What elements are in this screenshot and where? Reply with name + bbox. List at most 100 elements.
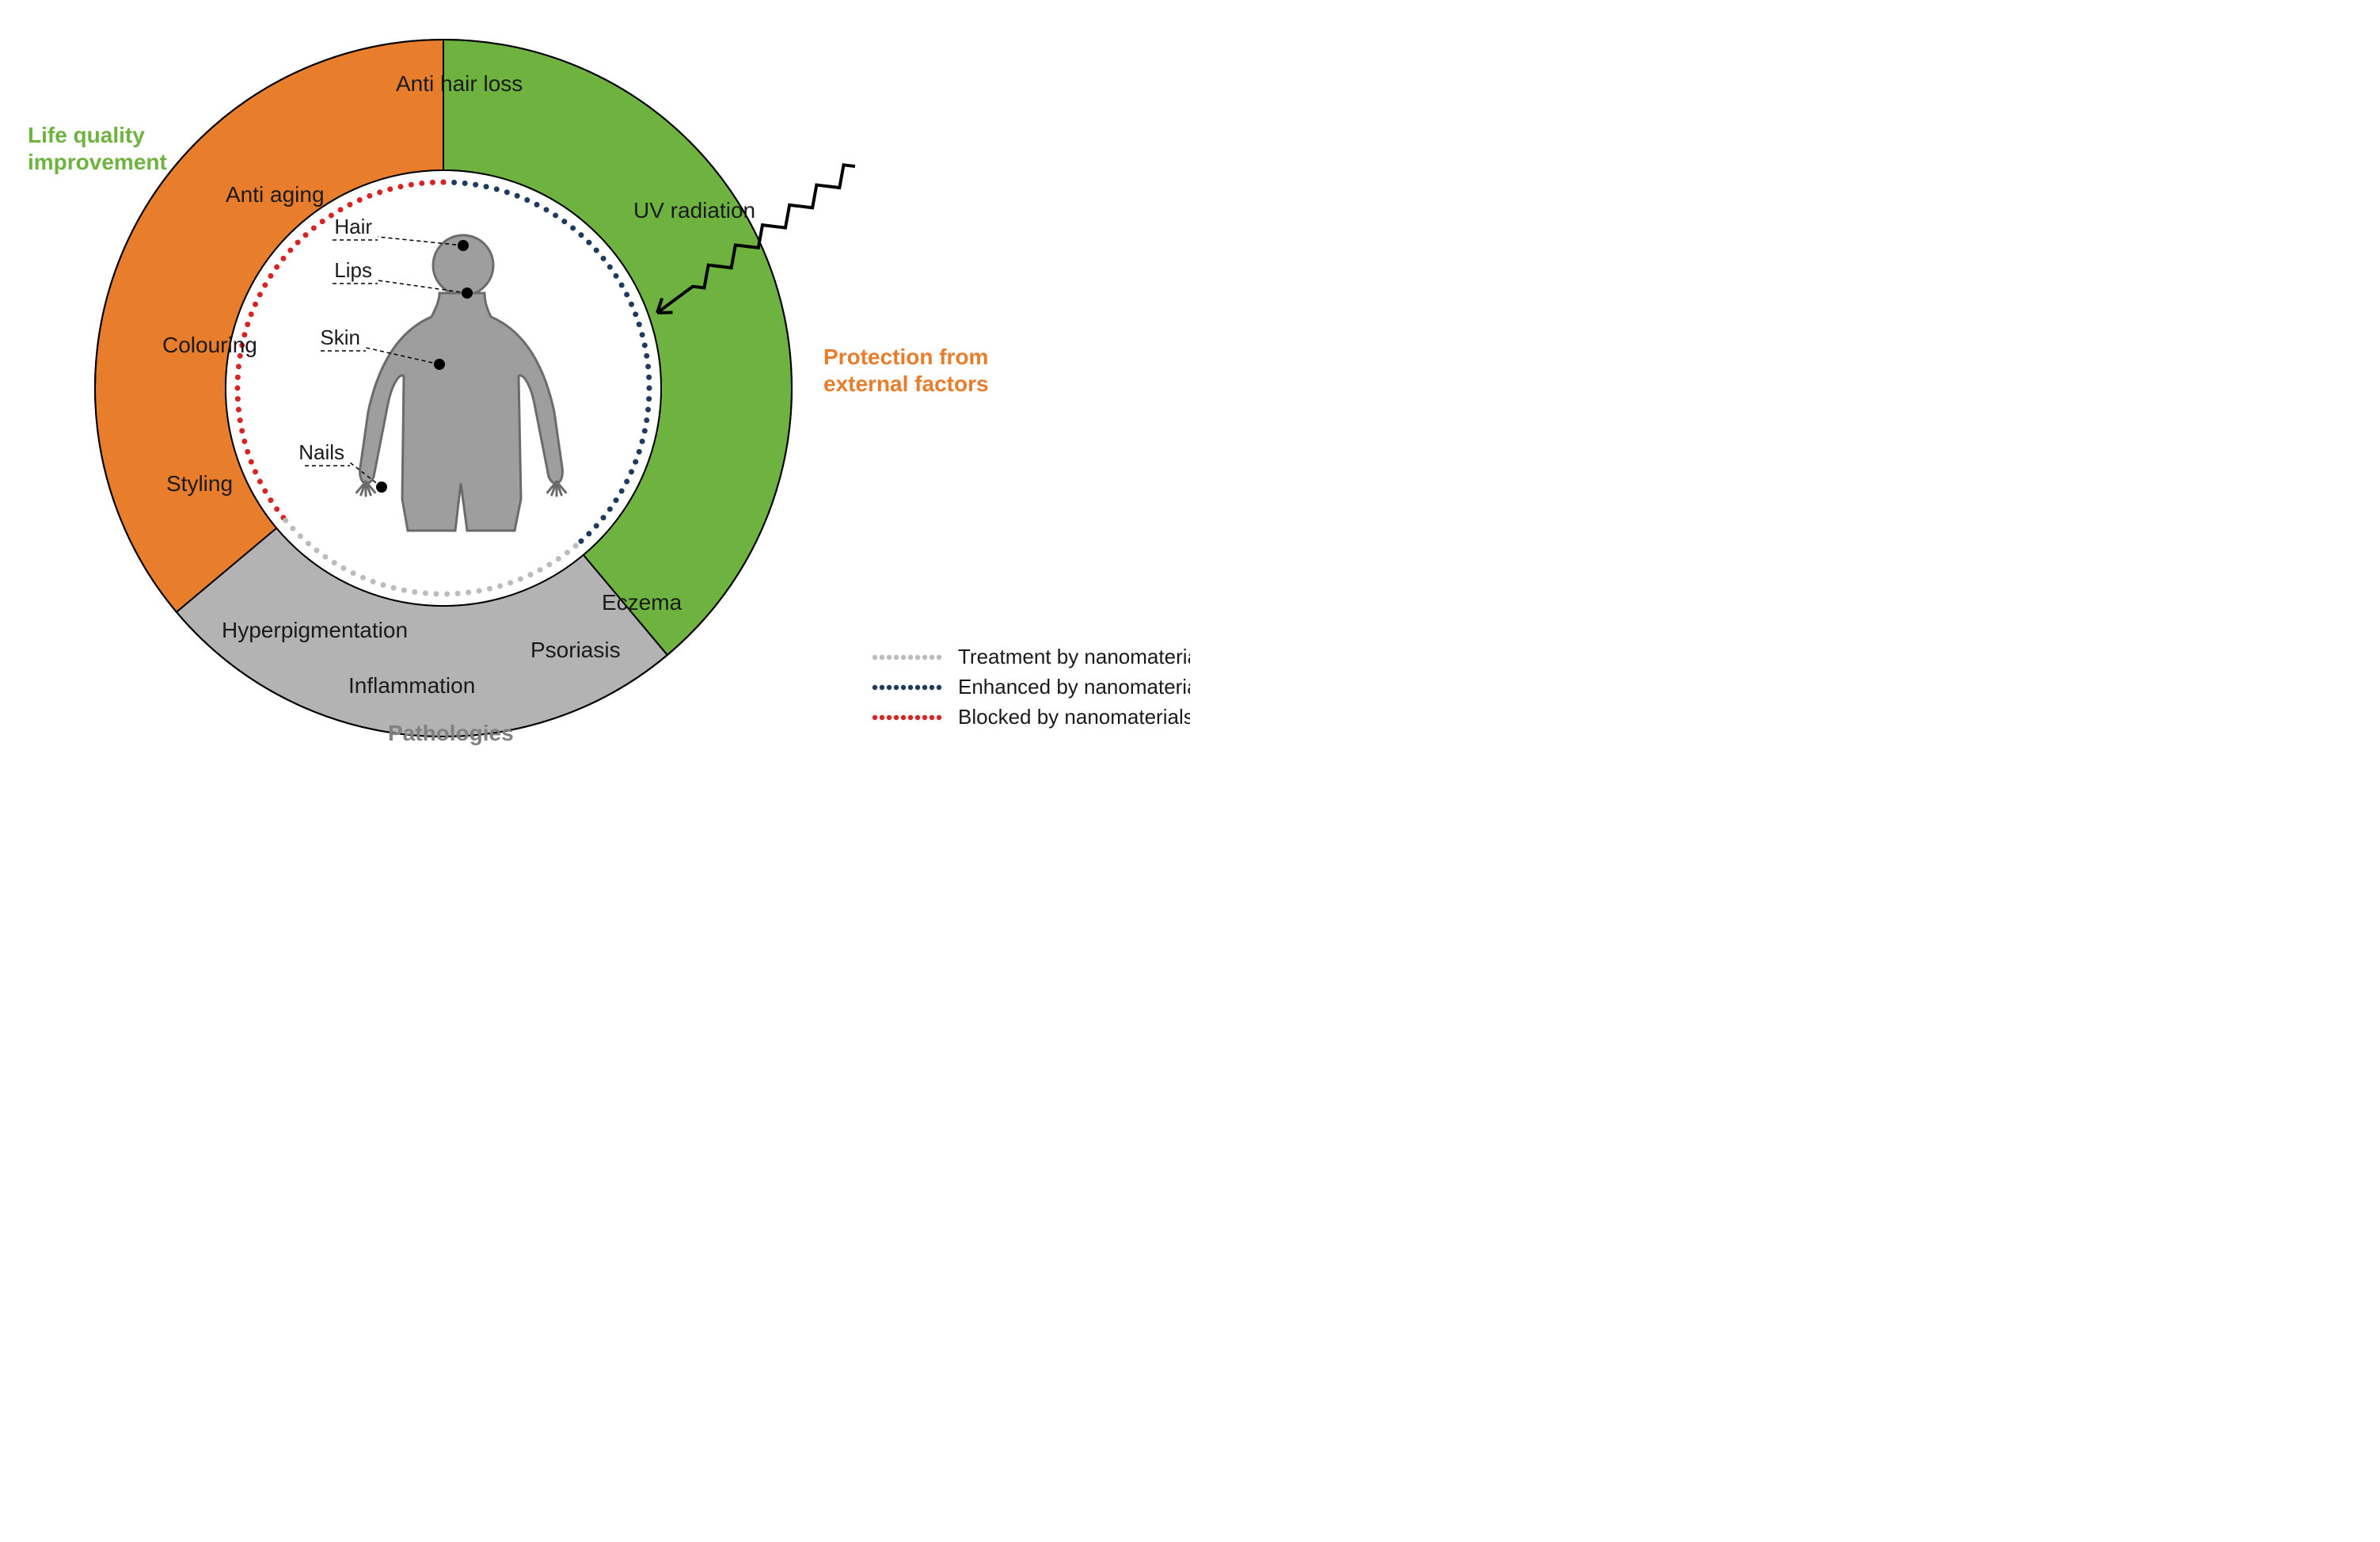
dot-navy <box>494 186 500 192</box>
dot-red <box>367 193 372 199</box>
dot-navy <box>644 417 649 423</box>
dot-red <box>235 375 241 380</box>
legend-dot <box>880 685 884 690</box>
dot-navy <box>633 311 638 317</box>
category-label-0: Life qualityimprovement <box>28 123 167 174</box>
dot-navy <box>544 207 549 212</box>
dot-lightgrey <box>538 567 543 573</box>
legend-dot <box>901 685 906 690</box>
dot-lightgrey <box>433 591 439 596</box>
legend: Treatment by nanomaterials Enhanced by na… <box>873 645 1190 729</box>
dot-navy <box>515 193 520 199</box>
legend-dot <box>901 655 906 660</box>
legend-dot <box>894 715 899 720</box>
seg-label-grey-3: Eczema <box>602 590 682 615</box>
seg-label-green-3: Styling <box>166 471 233 496</box>
body-label-nails: Nails <box>298 440 344 464</box>
dot-lightgrey <box>546 562 552 567</box>
legend-dot <box>894 685 899 690</box>
dot-navy <box>646 375 652 380</box>
dot-red <box>387 186 393 192</box>
dot-red <box>377 189 382 195</box>
dot-lightgrey <box>380 582 386 588</box>
dot-lightgrey <box>487 586 492 592</box>
dot-navy <box>594 248 599 253</box>
legend-dot <box>880 715 884 720</box>
dot-red <box>287 248 293 253</box>
dot-red <box>249 311 254 317</box>
dot-navy <box>640 439 645 444</box>
dot-red <box>262 283 268 288</box>
legend-dot <box>930 655 934 660</box>
dot-navy <box>647 386 652 391</box>
dot-red <box>236 364 241 369</box>
dot-navy <box>624 479 629 485</box>
dot-lightgrey <box>360 575 366 581</box>
dot-lightgrey <box>322 554 328 559</box>
legend-dot <box>930 715 934 720</box>
legend-dot <box>887 715 892 720</box>
dot-navy <box>601 515 606 520</box>
dot-navy <box>607 506 613 512</box>
dot-navy <box>601 256 606 261</box>
dot-navy <box>561 219 567 224</box>
legend-text-2: Blocked by nanomaterials <box>958 705 1190 729</box>
dot-red <box>235 386 241 391</box>
dot-lightgrey <box>497 583 503 588</box>
seg-label-orange-0: UV radiation <box>633 198 755 223</box>
dot-red <box>441 180 447 185</box>
dot-lightgrey <box>565 550 570 555</box>
dot-lightgrey <box>444 591 450 596</box>
dot-red <box>303 232 309 238</box>
dot-navy <box>624 291 629 297</box>
category-label-2: Pathologies <box>388 721 514 745</box>
dot-red <box>239 428 245 434</box>
dot-lightgrey <box>371 579 376 584</box>
dot-navy <box>473 182 478 188</box>
dot-red <box>347 202 352 208</box>
dot-navy <box>645 364 651 369</box>
seg-label-grey-2: Psoriasis <box>530 638 621 662</box>
legend-text-0: Treatment by nanomaterials <box>958 645 1190 668</box>
dot-red <box>357 197 363 203</box>
dot-navy <box>484 184 489 189</box>
dot-lightgrey <box>412 589 417 595</box>
dot-red <box>262 489 268 494</box>
seg-label-grey-1: Inflammation <box>348 673 475 698</box>
legend-dot <box>887 655 892 660</box>
dot-navy <box>646 396 652 402</box>
dot-lightgrey <box>508 580 513 585</box>
body-label-lips: Lips <box>334 258 372 282</box>
legend-dot <box>901 715 906 720</box>
dot-red <box>235 396 241 402</box>
dot-navy <box>642 342 648 348</box>
dot-lightgrey <box>573 543 579 549</box>
dot-red <box>241 439 247 444</box>
dot-navy <box>640 332 645 337</box>
dot-navy <box>619 283 625 288</box>
dot-navy <box>629 469 634 474</box>
legend-dot <box>908 685 913 690</box>
dot-red <box>295 240 301 246</box>
dot-red <box>245 322 250 327</box>
dot-red <box>397 184 403 189</box>
dot-navy <box>553 212 558 218</box>
legend-dot <box>908 655 913 660</box>
legend-dot <box>915 685 920 690</box>
dot-lightgrey <box>556 556 561 562</box>
legend-text-1: Enhanced by nanomaterials <box>958 675 1190 699</box>
dot-navy <box>637 322 642 327</box>
dot-red <box>280 256 286 261</box>
dot-red <box>253 469 258 474</box>
dot-lightgrey <box>332 560 337 565</box>
dot-lightgrey <box>340 565 346 571</box>
dot-lightgrey <box>455 591 461 596</box>
dot-lightgrey <box>290 526 295 531</box>
legend-dot <box>930 685 934 690</box>
dot-navy <box>586 531 591 536</box>
dot-red <box>430 180 435 185</box>
body-label-skin: Skin <box>320 326 360 349</box>
dot-navy <box>644 353 649 359</box>
dot-navy <box>619 489 625 494</box>
legend-dot <box>873 685 877 690</box>
